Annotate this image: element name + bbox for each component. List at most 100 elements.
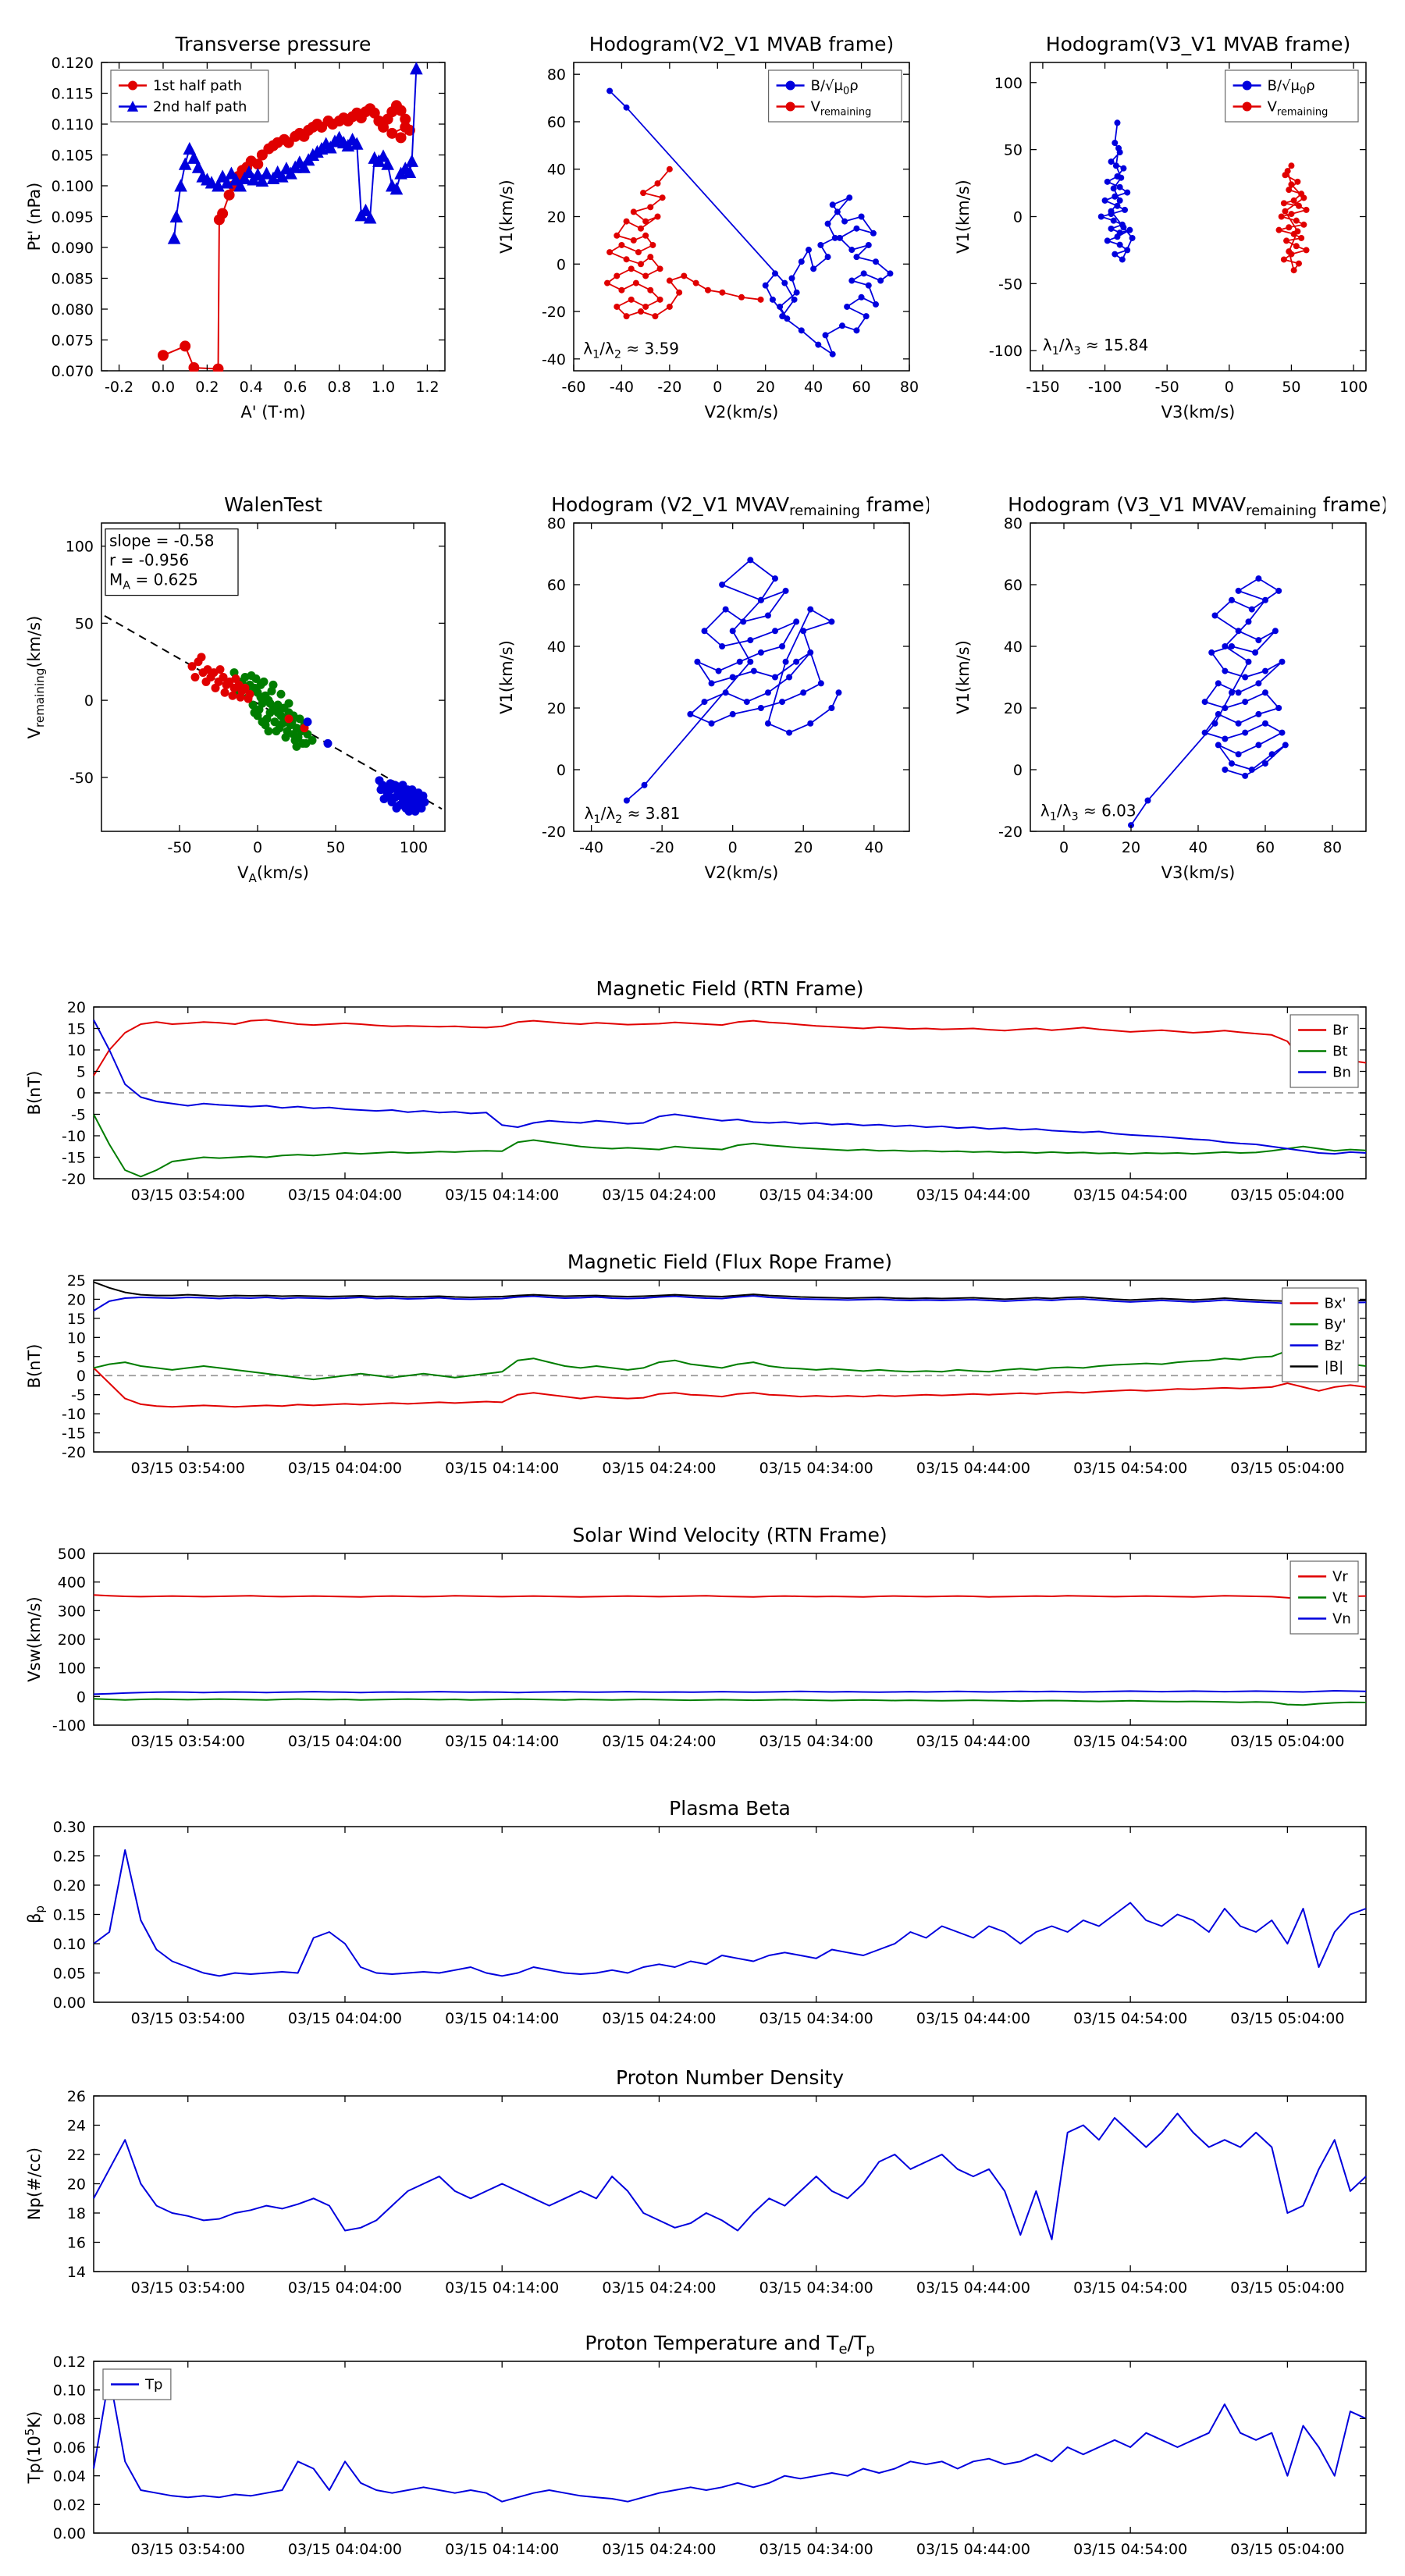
svg-text:40: 40	[547, 639, 566, 656]
svg-text:By': By'	[1325, 1317, 1346, 1333]
svg-text:03/15 04:54:00: 03/15 04:54:00	[1073, 1733, 1187, 1750]
svg-text:03/15 04:04:00: 03/15 04:04:00	[288, 1187, 402, 1204]
svg-text:|B|: |B|	[1325, 1359, 1343, 1375]
svg-text:100: 100	[66, 539, 94, 556]
svg-text:Magnetic Field (RTN Frame): Magnetic Field (RTN Frame)	[596, 977, 864, 1000]
svg-text:15: 15	[67, 1311, 86, 1328]
svg-text:03/15 03:54:00: 03/15 03:54:00	[131, 2541, 245, 2558]
svg-text:20: 20	[547, 700, 566, 717]
svg-text:-100: -100	[52, 1717, 86, 1735]
svg-text:60: 60	[1004, 577, 1023, 594]
svg-text:80: 80	[547, 66, 566, 84]
svg-text:Magnetic Field (Flux Rope Fram: Magnetic Field (Flux Rope Frame)	[567, 1251, 892, 1273]
svg-text:03/15 03:54:00: 03/15 03:54:00	[131, 2279, 245, 2297]
svg-text:24: 24	[67, 2118, 86, 2135]
magnetic-field-rtn-panel: 03/15 03:54:00 03/15 04:04:00 03/15 04:14:…	[20, 964, 1385, 1222]
svg-text:03/15 04:54:00: 03/15 04:54:00	[1073, 2010, 1187, 2027]
svg-text:Bt: Bt	[1332, 1044, 1347, 1060]
svg-text:βp: βp	[25, 1905, 47, 1923]
svg-text:B/√μ0ρ: B/√μ0ρ	[811, 78, 859, 98]
svg-text:60: 60	[547, 577, 566, 594]
svg-text:0.02: 0.02	[53, 2496, 86, 2514]
svg-text:-0.2: -0.2	[105, 379, 133, 396]
svg-text:-50: -50	[69, 770, 94, 787]
svg-text:Pt' (nPa): Pt' (nPa)	[25, 183, 44, 251]
svg-text:A' (T·m): A' (T·m)	[240, 403, 305, 422]
svg-text:0.090: 0.090	[52, 240, 94, 257]
svg-text:0: 0	[76, 1688, 86, 1706]
svg-text:03/15 04:44:00: 03/15 04:44:00	[916, 1187, 1030, 1204]
svg-text:200: 200	[58, 1631, 86, 1649]
svg-text:Hodogram (V2_V1 MVAVremaining: Hodogram (V2_V1 MVAVremaining frame)	[551, 493, 929, 519]
svg-text:2nd half path: 2nd half path	[153, 99, 247, 116]
svg-text:03/15 04:04:00: 03/15 04:04:00	[288, 2010, 402, 2027]
svg-text:80: 80	[1323, 839, 1342, 856]
svg-text:-10: -10	[62, 1128, 86, 1145]
svg-text:20: 20	[67, 2176, 86, 2194]
svg-text:80: 80	[547, 515, 566, 532]
svg-text:03/15 04:14:00: 03/15 04:14:00	[445, 2541, 559, 2558]
svg-text:-5: -5	[71, 1107, 86, 1124]
svg-text:-10: -10	[62, 1406, 86, 1423]
svg-text:03/15 04:14:00: 03/15 04:14:00	[445, 2279, 559, 2297]
svg-text:300: 300	[58, 1603, 86, 1620]
svg-text:0: 0	[76, 1368, 86, 1385]
svg-text:03/15 04:44:00: 03/15 04:44:00	[916, 2010, 1030, 2027]
plasma-beta-panel: 03/15 03:54:00 03/15 04:04:00 03/15 04:14:…	[20, 1784, 1385, 2045]
svg-text:03/15 04:24:00: 03/15 04:24:00	[602, 2541, 716, 2558]
hodogram-v2v1-mvav-plot: -40 -20 0 20 40 -20 0 20 40 60 80 Hodogram (V2_V1 M…	[492, 480, 932, 890]
svg-text:03/15 05:04:00: 03/15 05:04:00	[1230, 1460, 1344, 1477]
svg-text:B/√μ0ρ: B/√μ0ρ	[1268, 78, 1315, 98]
svg-text:20: 20	[1004, 700, 1023, 717]
svg-text:-100: -100	[1088, 379, 1122, 396]
svg-text:0.2: 0.2	[195, 379, 219, 396]
svg-text:15: 15	[67, 1021, 86, 1038]
svg-text:-20: -20	[62, 1444, 86, 1461]
svg-text:Hodogram(V3_V1 MVAB frame): Hodogram(V3_V1 MVAB frame)	[1046, 33, 1350, 55]
svg-text:50: 50	[1282, 379, 1300, 396]
svg-text:Vremaining: Vremaining	[811, 99, 872, 119]
svg-text:400: 400	[58, 1574, 86, 1592]
svg-text:100: 100	[400, 839, 428, 856]
svg-text:0.095: 0.095	[52, 209, 94, 226]
svg-text:0: 0	[1013, 762, 1023, 779]
svg-text:Solar Wind Velocity (RTN Frame: Solar Wind Velocity (RTN Frame)	[572, 1524, 887, 1546]
svg-text:0.00: 0.00	[53, 2525, 86, 2542]
svg-text:-20: -20	[62, 1171, 86, 1188]
svg-text:20: 20	[67, 1291, 86, 1308]
svg-text:0.08: 0.08	[53, 2411, 86, 2428]
solar-wind-velocity-panel: 03/15 03:54:00 03/15 04:04:00 03/15 04:14:…	[20, 1510, 1385, 1768]
walen-test-plot: -50 0 50 100 -50 0 50 100 WalenTest VA(km/s) Vrema…	[20, 480, 464, 890]
svg-text:22: 22	[67, 2147, 86, 2164]
svg-text:Hodogram(V2_V1 MVAB frame): Hodogram(V2_V1 MVAB frame)	[589, 33, 894, 55]
svg-text:20: 20	[67, 999, 86, 1016]
svg-text:03/15 04:24:00: 03/15 04:24:00	[602, 1460, 716, 1477]
svg-text:Bz': Bz'	[1325, 1338, 1346, 1354]
svg-text:03/15 04:34:00: 03/15 04:34:00	[759, 1460, 873, 1477]
svg-text:03/15 04:24:00: 03/15 04:24:00	[602, 2010, 716, 2027]
svg-text:03/15 04:44:00: 03/15 04:44:00	[916, 2541, 1030, 2558]
svg-text:1.2: 1.2	[415, 379, 439, 396]
svg-text:20: 20	[794, 839, 813, 856]
svg-text:0.30: 0.30	[53, 1819, 86, 1836]
svg-text:λ1/λ3 ≈ 6.03: λ1/λ3 ≈ 6.03	[1040, 801, 1136, 823]
hodogram-v3v1-mvav-plot: 0 20 40 60 80 -20 0 20 40 60 80 Hodogram (V3_V1 MVA…	[948, 480, 1389, 890]
svg-text:0.00: 0.00	[53, 1994, 86, 2012]
svg-text:03/15 04:44:00: 03/15 04:44:00	[916, 1733, 1030, 1750]
svg-text:03/15 04:24:00: 03/15 04:24:00	[602, 1187, 716, 1204]
svg-text:03/15 04:24:00: 03/15 04:24:00	[602, 2279, 716, 2297]
svg-text:20: 20	[1122, 839, 1140, 856]
svg-text:Vr: Vr	[1332, 1569, 1348, 1585]
svg-text:0.15: 0.15	[53, 1907, 86, 1924]
svg-text:λ1/λ2 ≈ 3.81: λ1/λ2 ≈ 3.81	[585, 804, 681, 826]
svg-text:100: 100	[1339, 379, 1368, 396]
svg-text:Np(#/cc): Np(#/cc)	[25, 2147, 44, 2220]
svg-text:03/15 03:54:00: 03/15 03:54:00	[131, 1187, 245, 1204]
svg-text:60: 60	[547, 114, 566, 131]
svg-text:-20: -20	[542, 824, 566, 841]
svg-text:10: 10	[67, 1042, 86, 1059]
svg-text:03/15 03:54:00: 03/15 03:54:00	[131, 2010, 245, 2027]
svg-text:50: 50	[1004, 142, 1023, 159]
svg-text:03/15 04:44:00: 03/15 04:44:00	[916, 1460, 1030, 1477]
svg-text:B(nT): B(nT)	[25, 1071, 44, 1115]
